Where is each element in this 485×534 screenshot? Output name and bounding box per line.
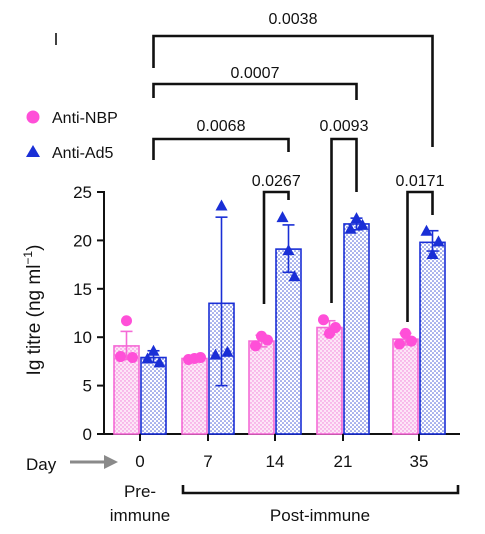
bar-anti-ad5-day-0 (140, 356, 167, 435)
x-tick-label: 21 (334, 452, 353, 471)
x-tick-label: 14 (266, 452, 285, 471)
data-point-circle (262, 334, 273, 346)
bar-anti-ad5-day-35 (419, 241, 446, 435)
x-tick-label: 7 (203, 452, 212, 471)
data-point-triangle (420, 224, 433, 236)
data-point-circle (318, 314, 329, 326)
y-axis-title: Ig titre (ng ml−1) (21, 245, 45, 376)
significance-bracket (406, 190, 434, 322)
data-point-circle (394, 338, 405, 350)
legend-marker-anti-nbp (26, 110, 40, 124)
data-point-triangle (153, 356, 166, 368)
data-point-triangle (221, 345, 234, 357)
day-arrow (70, 455, 118, 469)
legend-marker-anti-ad5 (26, 145, 40, 157)
significance-bracket (330, 137, 358, 303)
bar-anti-ad5-day-21 (343, 223, 370, 435)
significance-bracket (152, 82, 358, 100)
p-value-label: 0.0093 (320, 118, 369, 135)
x-axis-prefix: Day (26, 455, 57, 474)
group-label-pre-line2: immune (110, 506, 170, 525)
data-point-circle (406, 335, 417, 347)
y-tick-label: 0 (83, 425, 92, 444)
data-point-circle (195, 352, 206, 364)
legend-label-anti-nbp: Anti-NBP (52, 110, 118, 127)
data-point-circle (400, 327, 411, 339)
data-point-triangle (215, 199, 228, 211)
p-value-label: 0.0007 (231, 65, 280, 82)
data-point-triangle (276, 211, 289, 223)
data-point-triangle (209, 348, 222, 360)
data-point-triangle (432, 235, 445, 247)
bar-anti-nbp-day-14 (248, 340, 275, 435)
significance-bracket (152, 137, 290, 160)
data-point-triangle (147, 344, 160, 356)
p-value-label: 0.0171 (396, 173, 445, 190)
data-point-triangle (288, 270, 301, 282)
y-tick-label: 25 (73, 183, 92, 202)
y-tick-label: 5 (83, 377, 92, 396)
data-point-triangle (356, 218, 369, 230)
significance-bracket (152, 34, 434, 147)
data-point-circle (330, 322, 341, 334)
bar-anti-nbp-day-7 (181, 357, 208, 435)
y-axis-title-main: Ig titre (ng ml (24, 265, 45, 376)
group-label-post: Post-immune (270, 506, 370, 525)
data-point-triangle (344, 222, 357, 234)
data-point-circle (127, 352, 138, 364)
p-value-label: 0.0267 (252, 173, 301, 190)
p-value-label: 0.0068 (197, 118, 246, 135)
significance-bracket (262, 190, 290, 304)
plot-area: 0 5 10 15 20 25 0 7 14 21 35 0.0038 0.0007 0.0068 0.02… (73, 11, 460, 471)
data-point-triangle (350, 212, 363, 224)
legend-label-anti-ad5: Anti-Ad5 (52, 145, 113, 162)
data-point-triangle (426, 247, 439, 259)
data-point-circle (115, 351, 126, 363)
y-tick-label: 15 (73, 280, 92, 299)
data-point-circle (250, 340, 261, 352)
x-tick-label: 35 (410, 452, 429, 471)
legend: Anti-NBP Anti-Ad5 (26, 110, 118, 162)
data-point-triangle (282, 244, 295, 256)
bar-anti-nbp-day-21 (316, 326, 343, 435)
p-value-label: 0.0038 (269, 11, 318, 28)
x-tick-label: 0 (135, 452, 144, 471)
post-immune-bracket (181, 485, 460, 495)
y-tick-label: 10 (73, 328, 92, 347)
y-tick-label: 20 (73, 231, 92, 250)
data-point-circle (121, 315, 132, 327)
y-axis-title-close: ) (24, 245, 45, 251)
group-label-pre-line1: Pre- (124, 482, 156, 501)
y-axis-title-superscript: −1 (21, 251, 35, 265)
data-point-triangle (141, 352, 154, 364)
bar-anti-nbp-day-35 (392, 338, 419, 435)
